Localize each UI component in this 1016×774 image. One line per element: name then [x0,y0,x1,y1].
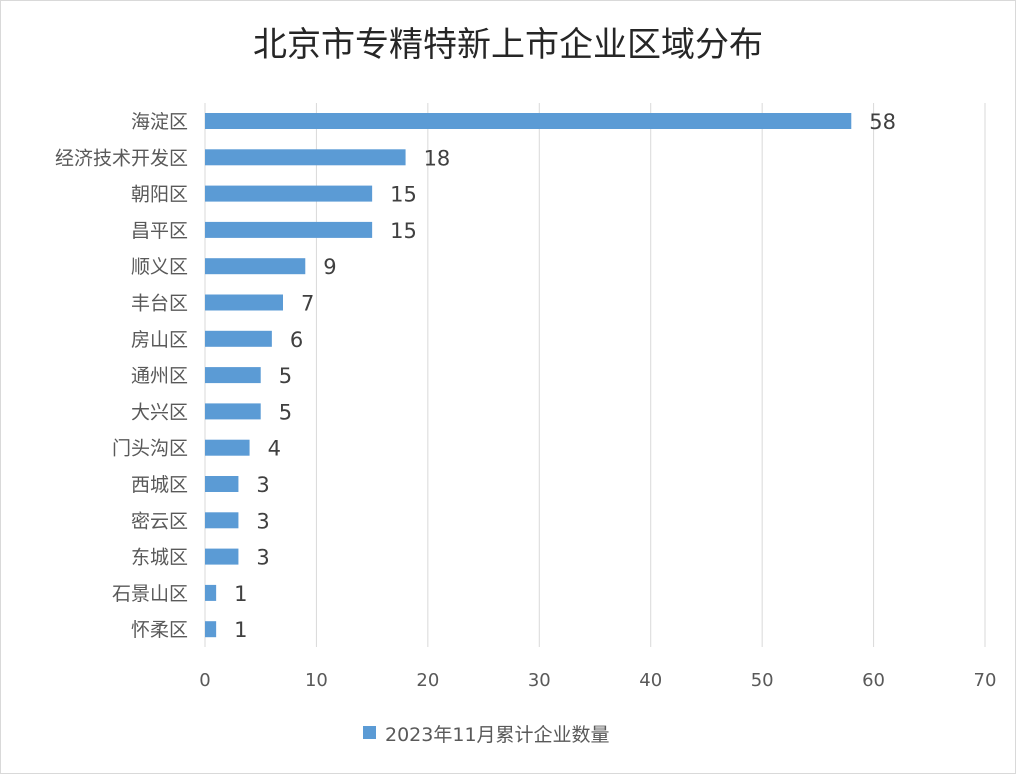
bar [205,512,239,529]
data-label: 4 [268,437,281,461]
category-label: 通州区 [131,365,188,387]
data-label: 3 [256,509,269,533]
data-label: 58 [869,110,896,134]
bar [205,330,272,347]
bar [205,185,373,202]
data-label: 5 [279,400,292,424]
bar [205,294,283,311]
category-label: 西城区 [131,474,188,496]
data-label: 15 [390,183,417,207]
x-tick-label: 10 [305,670,328,691]
bar [205,439,250,456]
x-tick-label: 70 [974,670,997,691]
data-label: 5 [279,364,292,388]
data-label: 9 [323,255,336,279]
category-label: 密云区 [131,510,188,532]
category-label: 顺义区 [131,256,188,278]
bar [205,221,373,238]
bar [205,621,217,638]
category-label: 东城区 [131,547,188,569]
x-tick-label: 40 [639,670,662,691]
category-label: 石景山区 [112,583,188,605]
x-tick-label: 60 [862,670,885,691]
category-label: 经济技术开发区 [55,147,188,169]
data-label: 15 [390,219,417,243]
chart-title: 北京市专精特新上市企业区域分布 [253,25,763,65]
legend-swatch [363,726,376,739]
bar [205,584,217,601]
x-tick-label: 30 [528,670,551,691]
category-label: 海淀区 [131,111,188,133]
category-label: 房山区 [131,329,188,351]
category-label: 大兴区 [131,401,188,423]
x-tick-label: 20 [416,670,439,691]
category-label: 门头沟区 [112,438,188,460]
category-label: 昌平区 [131,220,188,242]
x-tick-label: 50 [751,670,774,691]
data-label: 7 [301,292,314,316]
data-label: 18 [424,146,451,170]
bar [205,113,852,129]
data-label: 6 [290,328,303,352]
legend-label: 2023年11月累计企业数量 [385,724,610,746]
category-label: 朝阳区 [131,184,188,206]
bar [205,367,261,384]
bar [205,548,239,565]
bar [205,403,261,420]
bar [205,258,306,275]
category-label: 怀柔区 [131,619,188,641]
x-tick-label: 0 [199,670,210,691]
bar [205,476,239,492]
category-label: 丰台区 [131,293,188,315]
data-label: 3 [256,546,269,570]
data-label: 1 [234,618,247,642]
data-label: 1 [234,582,247,606]
data-label: 3 [256,473,269,497]
bar [205,149,406,166]
